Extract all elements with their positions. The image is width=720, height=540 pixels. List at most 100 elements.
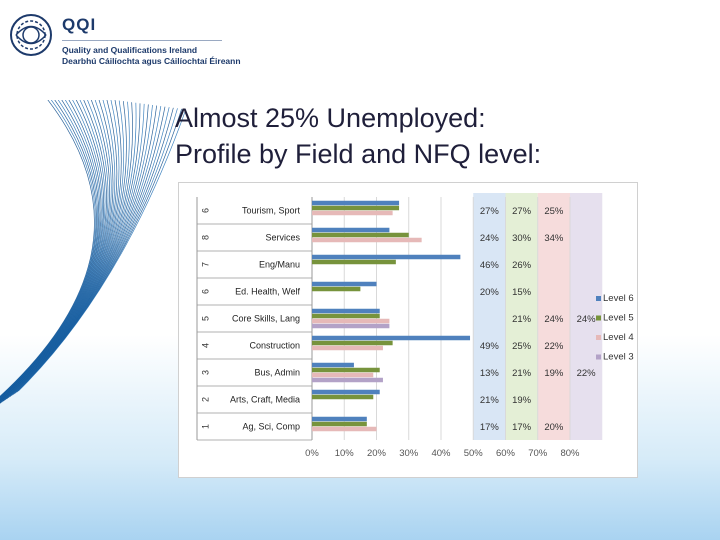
legend-label: Level 5 <box>603 313 634 324</box>
swirl-line <box>9 106 166 397</box>
legend-label: Level 4 <box>603 332 634 343</box>
legend-swatch <box>596 335 601 340</box>
bar <box>312 362 354 368</box>
category-label: Bus, Admin <box>254 368 300 378</box>
qqi-logo-mark-icon <box>10 14 52 56</box>
swirl-line <box>16 108 182 393</box>
value-column-band <box>537 193 570 440</box>
value-label: 22% <box>577 368 597 379</box>
value-label: 21% <box>480 395 500 406</box>
value-label: 27% <box>512 206 532 217</box>
value-label: 26% <box>512 260 532 271</box>
bar <box>312 200 400 206</box>
value-column-band <box>473 193 506 440</box>
category-level-number: 4 <box>200 343 210 348</box>
swirl-line <box>0 103 141 404</box>
swirl-line <box>0 100 105 399</box>
legend-label: Level 6 <box>603 293 634 304</box>
legend-swatch <box>596 296 601 301</box>
bar <box>312 377 383 383</box>
category-level-number: 8 <box>200 235 210 240</box>
swirl-line <box>13 107 174 395</box>
swirl-line <box>0 100 97 398</box>
bar <box>312 286 361 292</box>
value-label: 19% <box>512 395 532 406</box>
value-label: 21% <box>512 368 532 379</box>
bar <box>312 281 377 287</box>
category-label: Construction <box>249 341 300 351</box>
value-label: 20% <box>544 422 564 433</box>
bar <box>312 345 383 351</box>
x-tick-label: 40% <box>431 448 451 459</box>
category-label: Tourism, Sport <box>242 206 301 216</box>
chart-container: 0% 10% 20% 30% 40% 50% 60% 70% 80% 6 Tourism, Spor… <box>178 182 638 478</box>
decorative-swirl <box>0 100 187 404</box>
logo-divider <box>62 40 222 41</box>
swirl-line <box>0 100 96 398</box>
category-label: Arts, Craft, Media <box>230 395 300 405</box>
swirl-line <box>11 107 170 396</box>
swirl-line <box>0 102 133 404</box>
value-label: 27% <box>480 206 500 217</box>
category-label: Ag, Sci, Comp <box>242 422 300 432</box>
value-label: 22% <box>544 341 564 352</box>
logo-line-irish: Dearbhú Cáilíochta agus Cáilíochtaí Éire… <box>62 56 241 66</box>
title-line-2: Profile by Field and NFQ level: <box>175 139 542 169</box>
title-line-1: Almost 25% Unemployed: <box>175 103 486 133</box>
value-label: 25% <box>544 206 564 217</box>
bar <box>312 335 471 341</box>
swirl-line <box>6 105 158 400</box>
bar <box>312 323 390 329</box>
x-tick-label: 0% <box>305 448 319 459</box>
category-label: Ed. Health, Welf <box>235 287 300 297</box>
x-tick-label: 50% <box>464 448 484 459</box>
category-level-number: 7 <box>200 262 210 267</box>
category-label: Services <box>265 233 300 243</box>
bar <box>312 210 393 216</box>
bar <box>312 254 461 260</box>
value-label: 24% <box>577 314 597 325</box>
swirl-line <box>3 104 149 402</box>
bar <box>312 416 367 422</box>
bar <box>312 313 380 319</box>
x-tick-label: 10% <box>335 448 355 459</box>
bar <box>312 227 390 233</box>
x-tick-label: 80% <box>560 448 580 459</box>
x-tick-label: 20% <box>367 448 387 459</box>
category-level-number: 6 <box>200 289 210 294</box>
swirl-line <box>0 100 102 399</box>
value-label: 20% <box>480 287 500 298</box>
bar <box>312 421 367 427</box>
legend-swatch <box>596 354 601 360</box>
bar <box>312 372 374 378</box>
swirl-line <box>0 100 103 399</box>
slide-title: Almost 25% Unemployed: Profile by Field … <box>175 100 541 172</box>
category-level-number: 1 <box>200 424 210 429</box>
bar <box>312 394 374 400</box>
value-label: 24% <box>480 233 500 244</box>
category-label: Core Skills, Lang <box>232 314 300 324</box>
x-tick-label: 60% <box>496 448 516 459</box>
swirl-line <box>0 100 106 400</box>
value-label: 34% <box>544 233 564 244</box>
value-label: 30% <box>512 233 532 244</box>
swirl-line <box>0 101 130 403</box>
swirl-line <box>18 109 187 392</box>
bar <box>312 367 380 373</box>
legend-swatch <box>596 315 601 321</box>
value-label: 25% <box>512 341 532 352</box>
category-level-number: 6 <box>200 208 210 213</box>
bar <box>312 232 409 238</box>
category-level-number: 2 <box>200 397 210 402</box>
bar <box>312 318 390 324</box>
x-tick-label: 70% <box>528 448 548 459</box>
logo-name: QQI <box>62 15 97 34</box>
x-tick-label: 30% <box>399 448 419 459</box>
qqi-logo: QQI Quality and Qualifications Ireland D… <box>8 12 241 67</box>
value-label: 46% <box>480 260 500 271</box>
bar <box>312 237 422 243</box>
value-label: 17% <box>512 422 532 433</box>
bar <box>312 340 393 346</box>
value-label: 13% <box>480 368 500 379</box>
value-column-band <box>505 193 538 440</box>
